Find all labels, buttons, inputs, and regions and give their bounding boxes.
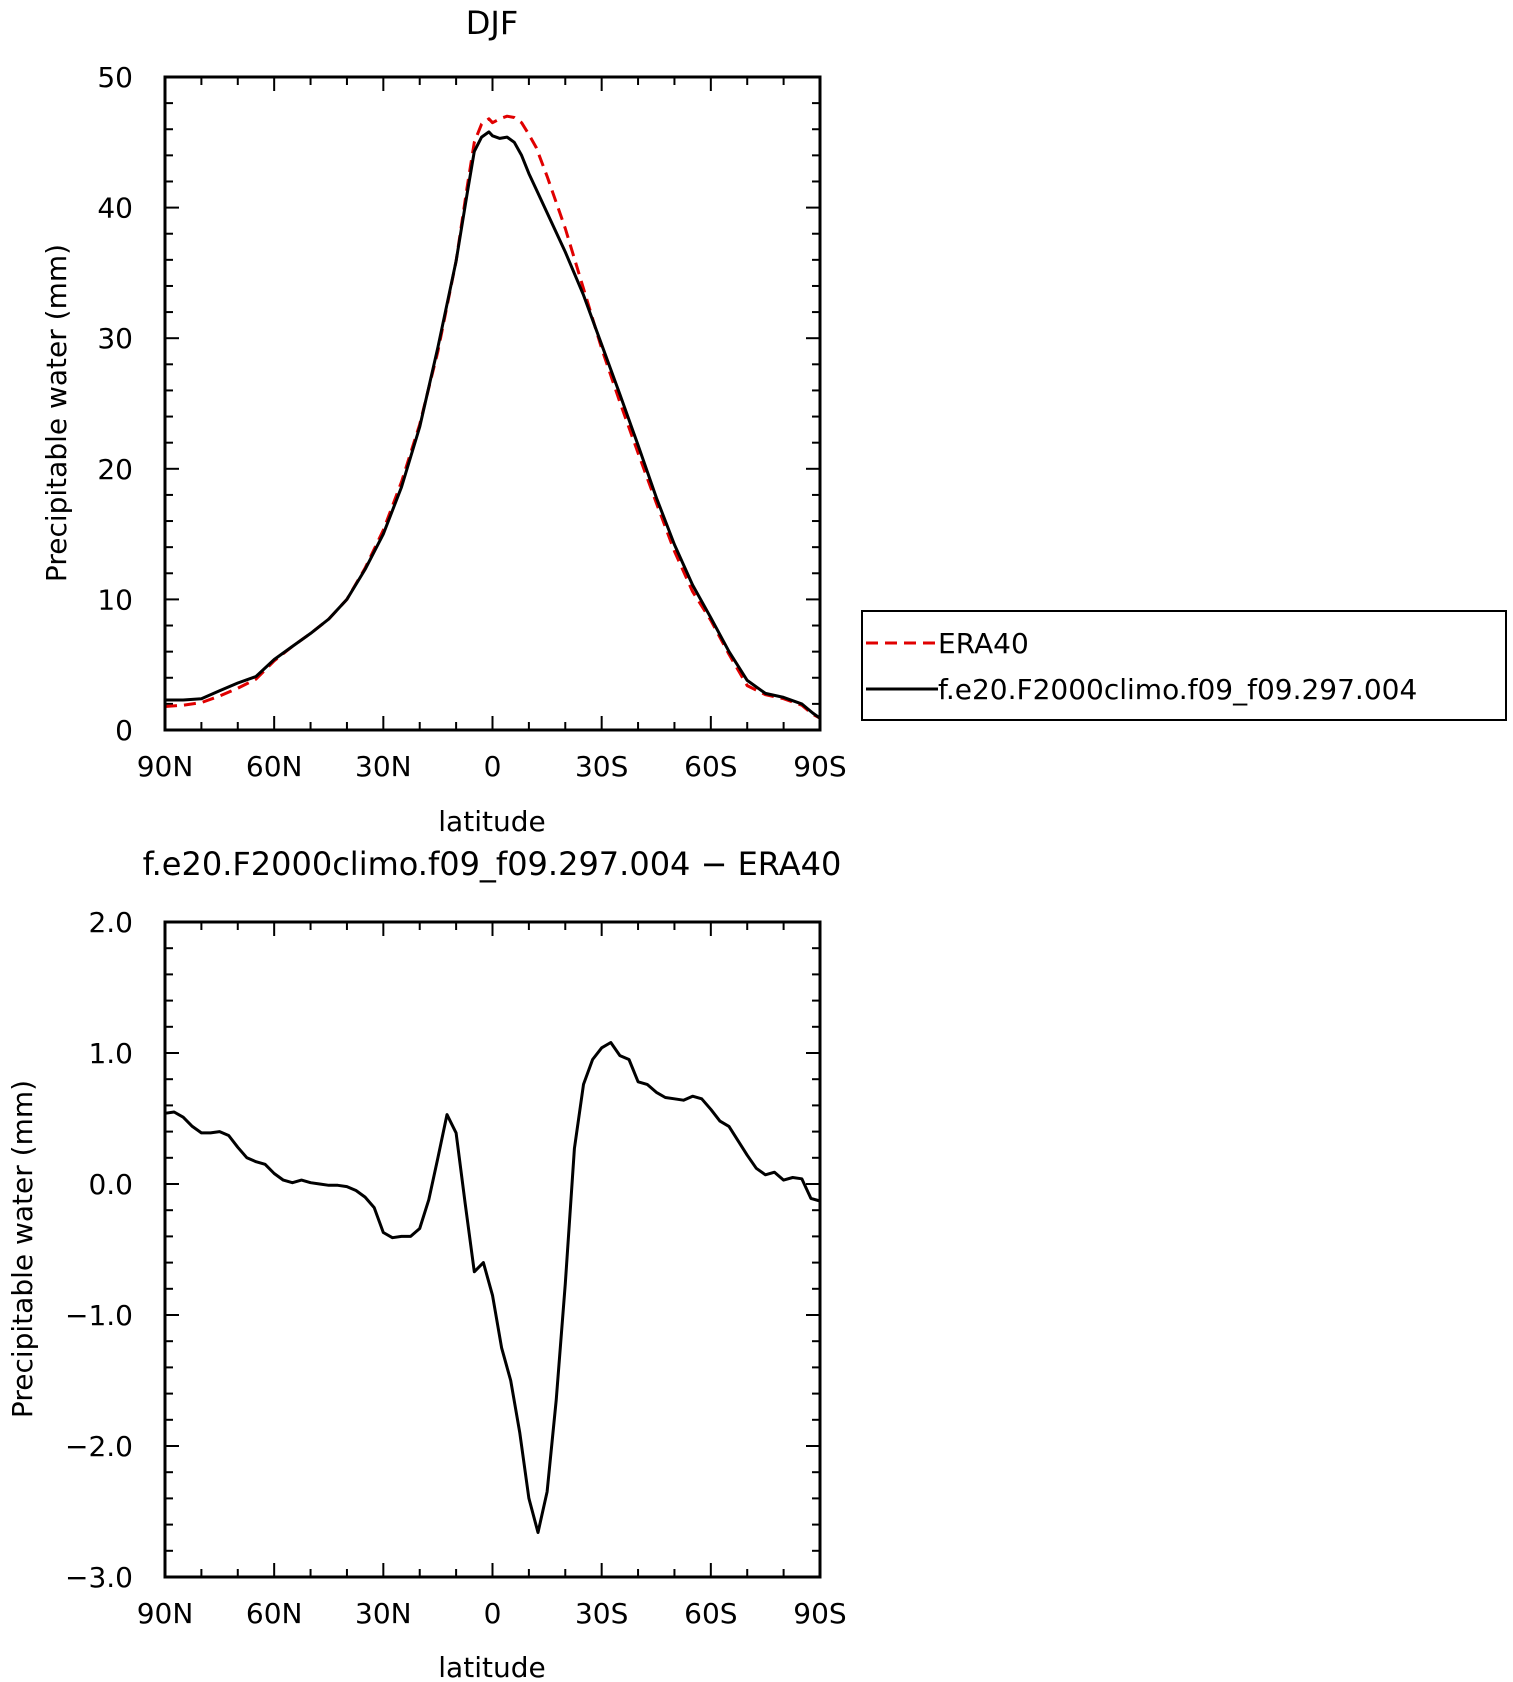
panel1-x-tick-label: 90S <box>793 750 846 783</box>
panel1-title: DJF <box>466 4 518 42</box>
panel2-x-tick-label: 30S <box>575 1597 628 1630</box>
legend-label-era40: ERA40 <box>938 627 1029 660</box>
panel1-x-tick-label: 60S <box>684 750 737 783</box>
legend-label-model: f.e20.F2000climo.f09_f09.297.004 <box>938 673 1417 706</box>
panel1-series <box>164 114 821 720</box>
panel2-series-line-0 <box>164 1041 821 1534</box>
panel2-x-tick-label: 60N <box>246 1597 303 1630</box>
panel2-x-tick-label: 60S <box>684 1597 737 1630</box>
panel1-x-tick-label: 30N <box>355 750 412 783</box>
panel2-y-tick-label: −1.0 <box>65 1299 133 1332</box>
panel1-y-tick-label: 50 <box>97 61 133 94</box>
panel1-y-tick-label: 20 <box>97 453 133 486</box>
legend-box <box>861 610 1507 721</box>
panel2-y-tick-label: −2.0 <box>65 1430 133 1463</box>
panel2-x-label: latitude <box>438 1651 545 1682</box>
panel1-series-line-0 <box>164 114 821 720</box>
panel1-y-tick-label: 0 <box>115 714 133 747</box>
panel2-ticks: 90N 60N 30N 0 30S 60S 90S 2.0 1.0 0.0 −1.0 −2.0 −3.0 <box>65 906 847 1630</box>
panel1-y-tick-label: 30 <box>97 322 133 355</box>
panel1-x-tick-label: 0 <box>484 750 502 783</box>
panel1-x-tick-label: 60N <box>246 750 303 783</box>
panel2-x-tick-label: 0 <box>484 1597 502 1630</box>
panel2-y-tick-label: 1.0 <box>88 1037 133 1070</box>
panel1-series-line-1 <box>165 130 821 720</box>
top-panel: DJF latitude Precipitable water (mm) 90N… <box>40 4 847 838</box>
panel1-y-tick-label: 40 <box>97 192 133 225</box>
panel2-y-tick-label: 0.0 <box>88 1168 133 1201</box>
panel1-x-tick-label: 90N <box>137 750 194 783</box>
panel1-y-label: Precipitable water (mm) <box>40 244 73 582</box>
panel1-ticks: 90N 60N 30N 0 30S 60S 90S 0 10 20 30 40 50 <box>97 61 846 783</box>
panel2-y-tick-label: −3.0 <box>65 1561 133 1594</box>
panel2-frame <box>163 920 822 1579</box>
panel1-x-label: latitude <box>438 805 545 838</box>
panel2-y-tick-label: 2.0 <box>88 906 133 939</box>
panel1-y-tick-label: 10 <box>97 583 133 616</box>
panel1-frame <box>163 75 822 732</box>
panel2-y-label: Precipitable water (mm) <box>6 1080 39 1418</box>
bottom-panel: f.e20.F2000climo.f09_f09.297.004 − ERA40… <box>6 845 847 1682</box>
legend: ERA40 f.e20.F2000climo.f09_f09.297.004 <box>861 610 1507 721</box>
panel1-x-tick-label: 30S <box>575 750 628 783</box>
panel2-x-tick-label: 90N <box>137 1597 194 1630</box>
panel2-x-tick-label: 30N <box>355 1597 412 1630</box>
panel2-series <box>164 1041 821 1534</box>
panel2-x-tick-label: 90S <box>793 1597 846 1630</box>
panel2-title: f.e20.F2000climo.f09_f09.297.004 − ERA40 <box>143 845 842 883</box>
